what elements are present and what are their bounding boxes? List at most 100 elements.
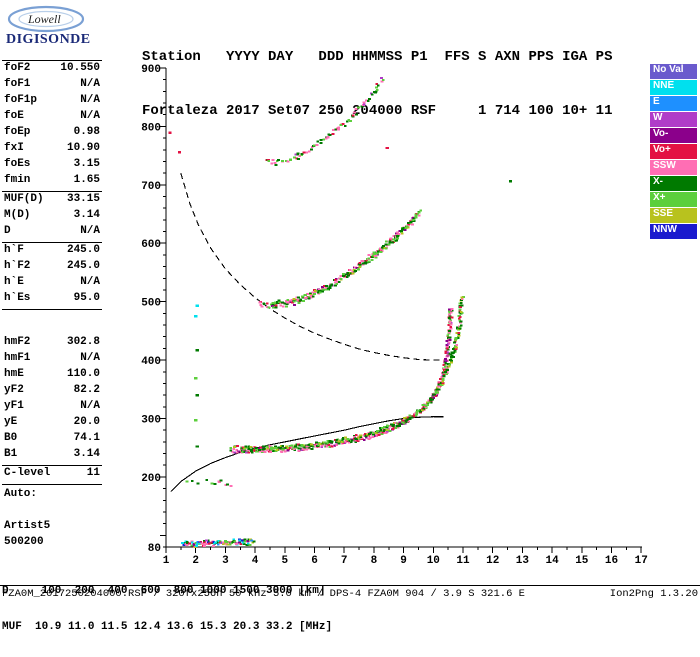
param-row-B1: B1 3.14 — [2, 448, 102, 464]
legend-item-E: E — [650, 96, 697, 111]
auto-line: 500200 — [4, 536, 44, 548]
param-row-h`F2: h`F2 245.0 — [2, 260, 102, 276]
param-row-foE: foE N/A — [2, 110, 102, 126]
d-muf-table: D 100 200 400 600 800 1000 1500 3000 [km… — [2, 561, 332, 657]
svg-text:15: 15 — [575, 555, 589, 565]
param-row-yF2: yF2 82.2 — [2, 384, 102, 400]
param-value: 74.1 — [73, 432, 100, 444]
param-value: 110.0 — [66, 368, 100, 380]
svg-text:200: 200 — [141, 473, 161, 485]
svg-text:11: 11 — [456, 555, 470, 565]
parameter-panel: foF2 10.550 foF1 N/A foF1p N/A foE N/A foEp 0.98 f… — [2, 60, 102, 552]
param-row-foEp: foEp 0.98 — [2, 126, 102, 142]
header-values: Fortaleza 2017 Set07 250 204000 RSF 1 71… — [142, 103, 613, 119]
param-label: hmF2 — [4, 336, 31, 348]
param-value: N/A — [80, 94, 100, 106]
logo-swoosh-icon — [7, 5, 85, 33]
param-label: yF2 — [4, 384, 24, 396]
logo-digisonde-text: DIGISONDE — [6, 32, 91, 47]
footer-version: Ion2Png 1.3.20 — [609, 588, 698, 600]
echo-direction-legend: No Val NNE E W Vo- Vo+ SSW X- X+ SSE NNW — [650, 64, 697, 240]
auto-line: Auto: — [4, 488, 38, 500]
param-row-hmF2: hmF2 302.8 — [2, 336, 102, 352]
param-value: 10.550 — [60, 62, 100, 74]
footer-divider — [0, 585, 700, 586]
svg-text:400: 400 — [141, 356, 161, 368]
param-row-foF1: foF1 N/A — [2, 78, 102, 94]
param-label: foEp — [4, 126, 31, 138]
param-value: 245.0 — [66, 260, 100, 272]
param-value: 95.0 — [73, 292, 100, 304]
param-group: hmF2 302.8 hmF1 N/A hmE 110.0 yF2 82.2 yF1 N/A yE 2… — [2, 309, 102, 465]
legend-item-SSW: SSW — [650, 160, 697, 175]
svg-text:2: 2 — [192, 555, 199, 565]
param-label: B1 — [4, 448, 18, 460]
param-row-h`F: h`F 245.0 — [2, 244, 102, 260]
param-row-yF1: yF1 N/A — [2, 400, 102, 416]
param-label: MUF(D) — [4, 193, 44, 205]
muf-row: MUF 10.9 11.0 11.5 12.4 13.6 15.3 20.3 3… — [2, 621, 333, 633]
param-row-C-level: C-level 11 — [2, 467, 102, 483]
svg-text:9: 9 — [400, 555, 407, 565]
param-label: C-level — [4, 467, 51, 479]
param-label: h`F — [4, 244, 24, 256]
logo-lowell-text: Lowell — [28, 12, 61, 26]
param-row-fxI: fxI 10.90 — [2, 142, 102, 158]
param-group: foF2 10.550 foF1 N/A foF1p N/A foE N/A foEp 0.98 f… — [2, 60, 102, 191]
param-value: 3.14 — [73, 209, 100, 221]
param-label: foF1 — [4, 78, 31, 90]
param-groups: foF2 10.550 foF1 N/A foF1p N/A foE N/A foEp 0.98 f… — [2, 60, 102, 485]
param-row-h`Es: h`Es 95.0 — [2, 292, 102, 308]
param-value: N/A — [80, 352, 100, 364]
param-label: foE — [4, 110, 24, 122]
autoscaling-block: Auto: Artist5 500200 — [2, 488, 102, 552]
param-value: 245.0 — [66, 244, 100, 256]
svg-text:600: 600 — [141, 239, 161, 251]
param-label: fxI — [4, 142, 24, 154]
svg-text:14: 14 — [545, 555, 559, 565]
svg-text:500: 500 — [141, 298, 161, 310]
legend-item-X-: X- — [650, 176, 697, 191]
legend-item-W: W — [650, 112, 697, 127]
svg-text:3: 3 — [222, 555, 229, 565]
param-label: D — [4, 225, 11, 237]
param-value: 33.15 — [66, 193, 100, 205]
param-row-hmE: hmE 110.0 — [2, 368, 102, 384]
auto-line: Artist5 — [4, 520, 51, 532]
param-label: foF1p — [4, 94, 38, 106]
param-label: hmE — [4, 368, 24, 380]
svg-text:1: 1 — [163, 555, 170, 565]
svg-text:7: 7 — [341, 555, 348, 565]
legend-item-Vo-: Vo- — [650, 128, 697, 143]
param-value: 3.14 — [73, 448, 100, 460]
svg-text:13: 13 — [516, 555, 530, 565]
svg-text:10: 10 — [427, 555, 440, 565]
param-group: h`F 245.0 h`F2 245.0 h`E N/A h`Es 95.0 — [2, 242, 102, 309]
svg-text:12: 12 — [486, 555, 499, 565]
footer-bar: FZA0M_2017250204000.RSF / 320fx256h 50 k… — [2, 588, 698, 600]
svg-text:800: 800 — [141, 122, 161, 134]
legend-item-NoVal: No Val — [650, 64, 697, 79]
header-column-titles: Station YYYY DAY DDD HHMMSS P1 FFS S AXN… — [142, 49, 613, 65]
param-label: foF2 — [4, 62, 31, 74]
svg-text:8: 8 — [371, 555, 378, 565]
legend-item-NNW: NNW — [650, 224, 697, 239]
param-value: 10.90 — [66, 142, 100, 154]
param-row-M(D): M(D) 3.14 — [2, 209, 102, 225]
param-label: M(D) — [4, 209, 31, 221]
param-row-foF2: foF2 10.550 — [2, 62, 102, 78]
svg-text:80: 80 — [148, 543, 161, 555]
legend-item-SSE: SSE — [650, 208, 697, 223]
param-group: MUF(D) 33.15 M(D) 3.14 D N/A — [2, 191, 102, 242]
param-value: 11 — [86, 467, 100, 479]
param-value: 20.0 — [73, 416, 100, 428]
param-value: 82.2 — [73, 384, 100, 396]
param-row-hmF1: hmF1 N/A — [2, 352, 102, 368]
svg-text:300: 300 — [141, 415, 161, 427]
param-row-yE: yE 20.0 — [2, 416, 102, 432]
param-group: C-level 11 — [2, 465, 102, 485]
param-value: 3.15 — [73, 158, 100, 170]
param-label: hmF1 — [4, 352, 31, 364]
param-row-D: D N/A — [2, 225, 102, 241]
param-label: yE — [4, 416, 18, 428]
